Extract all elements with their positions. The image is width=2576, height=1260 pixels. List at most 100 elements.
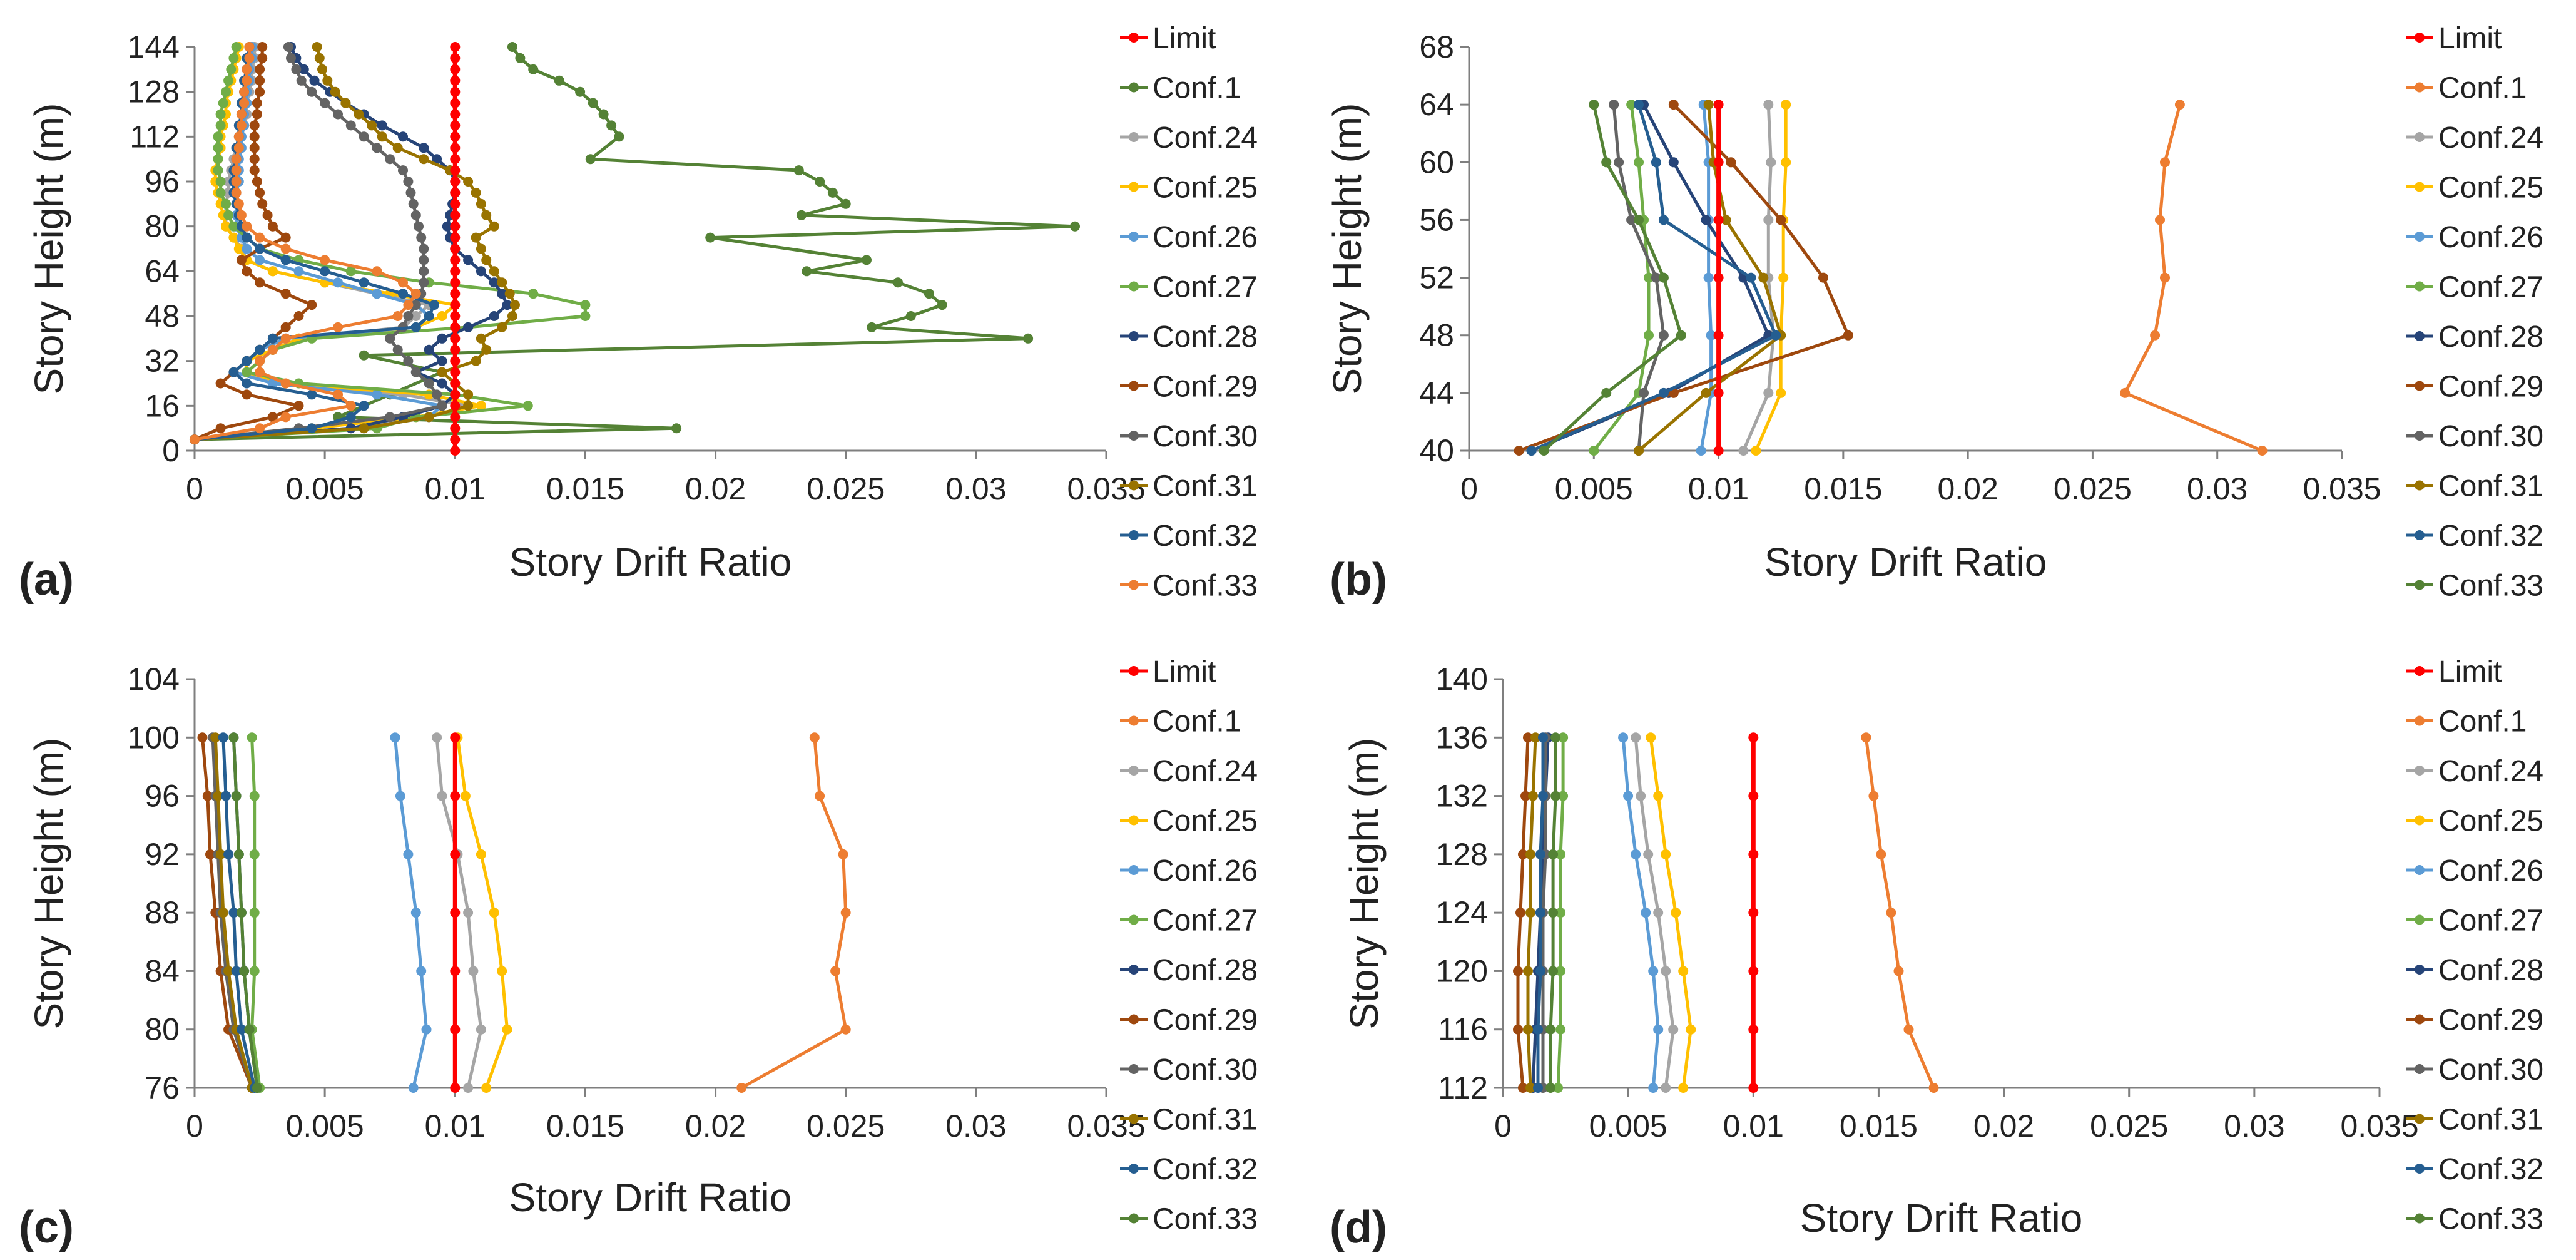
x-tick-label: 0.02 (1973, 1109, 2034, 1144)
data-point (450, 434, 461, 445)
legend-swatch-marker (1129, 1014, 1139, 1025)
data-point (286, 53, 296, 63)
series-line (740, 737, 848, 1090)
legend-label: Conf.30 (2438, 420, 2543, 453)
data-point (1668, 100, 1679, 110)
data-point (1763, 215, 1774, 225)
data-point (1535, 849, 1545, 859)
data-point (471, 187, 481, 198)
data-point (507, 42, 517, 52)
data-point (1023, 333, 1034, 344)
data-point (372, 389, 382, 400)
data-point (233, 143, 244, 153)
legend-label: Conf.31 (2438, 470, 2543, 503)
x-axis-title: Story Drift Ratio (509, 540, 792, 585)
panel-label: (a) (19, 555, 74, 605)
data-point (2150, 330, 2161, 341)
data-point (359, 350, 369, 361)
legend-swatch-marker (1129, 1213, 1139, 1224)
data-point (450, 232, 461, 243)
x-tick-label: 0.005 (1589, 1109, 1667, 1144)
legend: Limit Conf.1 Conf.24 Conf.25 Conf.26 Conf.27 C… (2406, 655, 2543, 1236)
data-point (280, 333, 291, 344)
data-point (450, 75, 461, 86)
data-point (1713, 215, 1724, 225)
data-point (410, 908, 421, 918)
y-tick-label: 140 (1436, 662, 1488, 697)
data-point (247, 732, 257, 743)
data-point (1758, 272, 1769, 283)
data-point (233, 849, 244, 859)
data-point (333, 322, 343, 332)
data-point (481, 1083, 492, 1093)
data-point (1781, 157, 1791, 168)
data-point (450, 109, 461, 120)
data-point (802, 266, 812, 277)
legend-label: Conf.1 (2438, 705, 2527, 739)
y-tick-label: 84 (145, 953, 180, 988)
y-tick-label: 32 (145, 344, 180, 379)
data-point (252, 1083, 262, 1093)
data-point (242, 378, 252, 389)
x-tick-label: 0.015 (546, 1109, 624, 1144)
data-point (463, 908, 474, 918)
legend-swatch-marker (2415, 431, 2425, 441)
data-point (1928, 1083, 1939, 1093)
data-point (280, 322, 291, 332)
data-point (528, 289, 539, 299)
data-point (255, 277, 265, 288)
data-point (575, 86, 586, 97)
data-point (1763, 387, 1774, 398)
y-tick-label: 60 (1419, 145, 1454, 180)
data-point (1748, 908, 1759, 918)
legend: Limit Conf.1 Conf.24 Conf.25 Conf.26 Conf.27 C… (1120, 22, 1258, 603)
data-point (1555, 849, 1566, 859)
y-tick-label: 80 (145, 209, 180, 244)
data-point (815, 791, 825, 801)
data-point (862, 255, 872, 265)
data-point (280, 255, 291, 265)
data-point (840, 198, 851, 209)
data-point (1533, 1024, 1543, 1035)
data-point (218, 98, 228, 108)
data-point (244, 53, 255, 63)
legend-label: Conf.1 (1153, 72, 1241, 105)
data-point (450, 378, 461, 389)
legend-swatch-marker (2415, 82, 2425, 93)
data-point (228, 221, 239, 232)
data-point (1658, 330, 1669, 341)
data-point (236, 255, 247, 265)
data-point (468, 966, 479, 976)
data-point (1644, 330, 1654, 341)
y-tick-label: 132 (1436, 779, 1488, 814)
data-point (231, 154, 242, 165)
data-point (410, 300, 421, 310)
y-tick-label: 120 (1436, 953, 1488, 988)
data-point (671, 423, 682, 434)
data-point (1751, 446, 1761, 456)
data-point (242, 75, 252, 86)
data-point (231, 187, 242, 198)
series-conf1 (1861, 732, 1939, 1093)
data-point (450, 187, 461, 198)
data-point (588, 98, 598, 108)
data-point (421, 1024, 432, 1035)
series-conf29 (1514, 100, 1853, 456)
legend-swatch-marker (1129, 232, 1139, 242)
data-point (419, 154, 429, 165)
legend-swatch-marker (2415, 965, 2425, 975)
data-point (497, 289, 507, 299)
series-limit (450, 42, 461, 456)
data-point (210, 732, 221, 743)
data-point (330, 86, 340, 97)
x-tick-label: 0.02 (1937, 471, 1998, 506)
series-limit (1748, 732, 1759, 1093)
data-point (1589, 100, 1599, 110)
data-point (221, 198, 231, 209)
legend-swatch-marker (2415, 1064, 2425, 1074)
series-conf1 (736, 732, 851, 1093)
data-point (322, 75, 333, 86)
legend-swatch-marker (1129, 1114, 1139, 1124)
y-tick-label: 0 (162, 433, 180, 468)
data-point (450, 322, 461, 332)
